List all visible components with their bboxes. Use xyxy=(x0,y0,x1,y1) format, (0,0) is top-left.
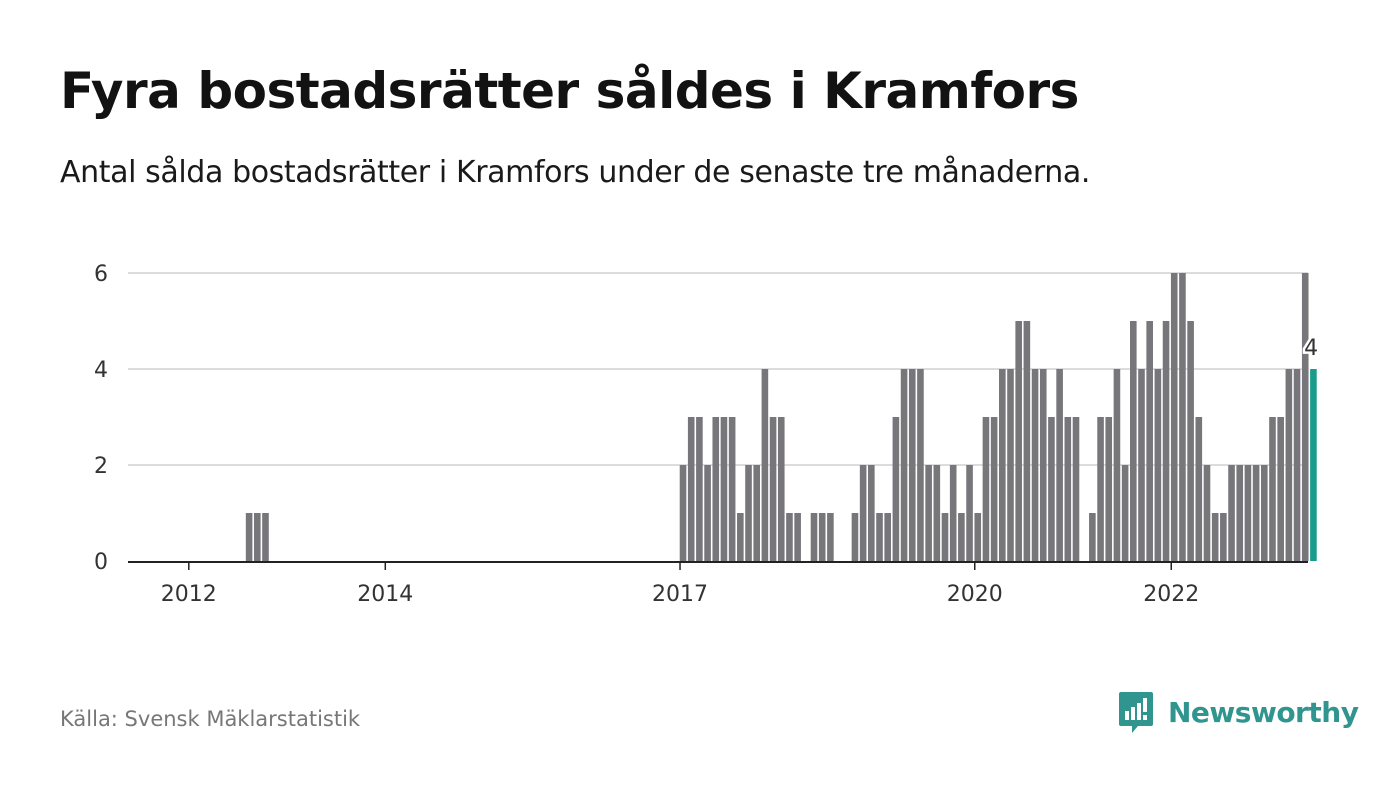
bar xyxy=(990,417,998,561)
bar xyxy=(753,465,760,561)
bar xyxy=(1269,417,1276,561)
bar xyxy=(1170,273,1178,561)
bar xyxy=(728,417,736,561)
bar xyxy=(1072,417,1080,561)
bar xyxy=(917,369,924,561)
bar xyxy=(245,513,253,561)
bar xyxy=(1056,369,1063,561)
last-bar-value-label: 4 xyxy=(1304,336,1318,361)
bar xyxy=(786,513,793,561)
bar xyxy=(679,465,687,561)
bar xyxy=(745,465,752,561)
bar xyxy=(933,465,941,561)
y-tick-label: 6 xyxy=(94,262,108,287)
bar xyxy=(859,465,867,561)
y-tick-label: 4 xyxy=(94,358,108,383)
chart-subtitle: Antal sålda bostadsrätter i Kramfors und… xyxy=(60,155,1090,190)
bar xyxy=(254,513,261,561)
bar xyxy=(1228,465,1235,561)
bar xyxy=(982,417,990,561)
bar xyxy=(1277,417,1284,561)
bar xyxy=(1154,369,1162,561)
x-tick-label: 2022 xyxy=(1143,582,1199,607)
bars xyxy=(245,273,1317,561)
bar xyxy=(925,465,932,561)
bar xyxy=(1285,369,1293,561)
bar xyxy=(1252,465,1260,561)
source-note: Källa: Svensk Mäklarstatistik xyxy=(60,707,361,731)
bar xyxy=(851,513,859,561)
bar xyxy=(1039,369,1047,561)
bar xyxy=(777,417,785,561)
bar xyxy=(696,417,703,561)
bar xyxy=(1203,465,1211,561)
bar xyxy=(1097,417,1104,561)
bar xyxy=(892,417,900,561)
x-tick-label: 2014 xyxy=(357,582,413,607)
bar xyxy=(810,513,818,561)
bar xyxy=(884,513,891,561)
bar xyxy=(1179,273,1186,561)
bar xyxy=(1007,369,1014,561)
data-labels: 4 xyxy=(1302,334,1321,364)
bar xyxy=(761,369,769,561)
newsworthy-logo-icon xyxy=(1119,692,1153,733)
brand-name: Newsworthy xyxy=(1168,695,1359,729)
bar xyxy=(1138,369,1145,561)
bar xyxy=(908,369,916,561)
bar xyxy=(720,417,728,561)
x-tick-label: 2020 xyxy=(947,582,1003,607)
x-tick-label: 2017 xyxy=(652,582,708,607)
bar xyxy=(818,513,826,561)
bar xyxy=(1130,321,1137,561)
bar xyxy=(737,513,744,561)
bar xyxy=(1195,417,1203,561)
bar xyxy=(262,513,269,561)
bar xyxy=(1023,321,1031,561)
bar xyxy=(1244,465,1252,561)
bar xyxy=(1261,465,1268,561)
bar-chart: 0 2 4 6 2012 2014 2017 2020 2022 4 xyxy=(94,262,1321,607)
bar xyxy=(794,513,801,561)
bar xyxy=(1031,369,1039,561)
y-tick-label: 0 xyxy=(94,550,108,575)
bar xyxy=(1121,465,1129,561)
bar xyxy=(1293,369,1301,561)
bar xyxy=(958,513,965,561)
bar xyxy=(1211,513,1219,561)
bar xyxy=(1105,417,1113,561)
bar xyxy=(876,513,883,561)
bar xyxy=(999,369,1006,561)
bar-highlight xyxy=(1310,369,1317,561)
bar xyxy=(900,369,908,561)
bar xyxy=(1236,465,1244,561)
brand-logo: Newsworthy xyxy=(1118,690,1359,734)
bar xyxy=(1113,369,1121,561)
bar xyxy=(1146,321,1153,561)
bar xyxy=(1187,321,1194,561)
bar xyxy=(712,417,720,561)
x-tick-label: 2012 xyxy=(161,582,217,607)
bar xyxy=(827,513,834,561)
bar xyxy=(1048,417,1055,561)
bar xyxy=(966,465,973,561)
bar xyxy=(941,513,949,561)
bar xyxy=(687,417,695,561)
bar xyxy=(1015,321,1022,561)
bar xyxy=(1162,321,1170,561)
bar xyxy=(769,417,777,561)
bar xyxy=(974,513,982,561)
bar xyxy=(1220,513,1227,561)
bar xyxy=(1301,273,1309,561)
chart-title: Fyra bostadsrätter såldes i Kramfors xyxy=(60,62,1079,120)
bar xyxy=(1064,417,1072,561)
bar xyxy=(1089,513,1096,561)
y-tick-label: 2 xyxy=(94,454,108,479)
y-axis-ticks: 0 2 4 6 xyxy=(94,262,108,575)
bar xyxy=(949,465,957,561)
bar xyxy=(868,465,875,561)
bar xyxy=(704,465,711,561)
x-axis-ticks: 2012 2014 2017 2020 2022 xyxy=(161,563,1199,607)
